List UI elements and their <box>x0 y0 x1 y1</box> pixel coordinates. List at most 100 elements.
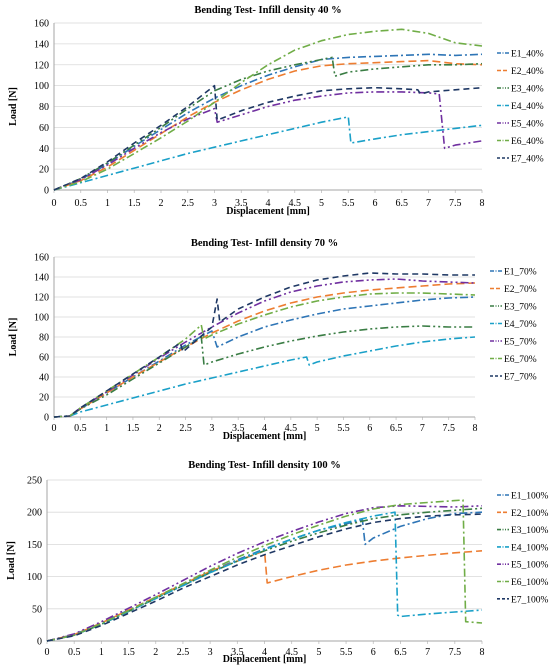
chart-title: Bending Test- Infill density 100 % <box>188 460 341 471</box>
y-tick-label: 20 <box>39 165 49 176</box>
x-tick-label: 3.5 <box>231 647 244 658</box>
y-tick-label: 150 <box>27 540 42 551</box>
y-tick-label: 80 <box>39 333 49 344</box>
series-line-e2 <box>53 282 476 418</box>
x-tick-label: 0.5 <box>75 198 88 209</box>
y-tick-label: 160 <box>34 19 49 30</box>
y-tick-label: 0 <box>44 413 49 424</box>
x-tick-label: 5.5 <box>337 423 350 434</box>
legend: E1_40% E2_40% E3_40% E4_40% E5_40% E6_40% E7_4… <box>497 50 544 165</box>
legend-label: E1_40% <box>511 50 544 60</box>
y-tick-label: 50 <box>32 604 42 615</box>
x-tick-label: 0 <box>45 647 50 658</box>
y-tick-label: 0 <box>37 637 42 648</box>
x-tick-label: 6.5 <box>396 198 409 209</box>
legend-label: E7_70% <box>504 373 537 383</box>
x-tick-label: 1 <box>105 198 110 209</box>
legend-label: E7_40% <box>511 155 544 165</box>
chart-2: Bending Test- Infill density 70 %0204060… <box>8 238 537 442</box>
legend-label: E5_100% <box>511 561 549 571</box>
y-tick-label: 40 <box>39 373 49 384</box>
x-axis-label: Displacement [mm] <box>223 431 307 442</box>
y-tick-label: 60 <box>39 353 49 364</box>
x-axis-label: Displacement [mm] <box>226 206 310 217</box>
x-tick-label: 1.5 <box>122 647 135 658</box>
x-tick-label: 5.5 <box>340 647 353 658</box>
y-tick-label: 80 <box>39 102 49 113</box>
y-tick-label: 140 <box>34 273 49 284</box>
x-tick-label: 4 <box>262 423 267 434</box>
x-tick-label: 2.5 <box>179 423 192 434</box>
legend-label: E5_70% <box>504 338 537 348</box>
series-line-e4 <box>53 336 476 418</box>
series-line-e2 <box>53 59 483 191</box>
legend-label: E4_100% <box>511 543 549 553</box>
x-tick-label: 4.5 <box>289 198 302 209</box>
x-tick-label: 2 <box>157 423 162 434</box>
series-line-e6 <box>46 499 483 642</box>
legend-label: E3_100% <box>511 526 549 536</box>
y-axis-label: Load [N] <box>6 541 17 580</box>
x-axis-label: Displacement [mm] <box>223 654 307 665</box>
series-line-e6 <box>53 292 476 418</box>
series-line-e1 <box>53 296 476 418</box>
x-tick-label: 1.5 <box>127 423 140 434</box>
x-tick-label: 6 <box>371 647 376 658</box>
x-tick-label: 3 <box>209 423 214 434</box>
series-line-e6 <box>53 28 483 191</box>
legend-label: E4_70% <box>504 320 537 330</box>
x-tick-label: 2.5 <box>182 198 195 209</box>
x-tick-label: 6.5 <box>394 647 407 658</box>
x-tick-label: 3 <box>212 198 217 209</box>
x-tick-label: 7 <box>425 647 430 658</box>
x-tick-label: 3 <box>208 647 213 658</box>
x-tick-label: 5.5 <box>342 198 355 209</box>
series-line-e3 <box>53 56 483 191</box>
series-line-e5 <box>53 278 476 418</box>
y-tick-label: 120 <box>34 293 49 304</box>
x-tick-label: 8 <box>480 647 485 658</box>
chart-3: Bending Test- Infill density 100 %050100… <box>6 460 549 665</box>
y-tick-label: 120 <box>34 60 49 71</box>
x-tick-label: 3.5 <box>232 423 245 434</box>
legend-label: E3_40% <box>511 85 544 95</box>
series-line-e7 <box>53 272 475 418</box>
x-tick-label: 4 <box>266 198 271 209</box>
y-tick-label: 100 <box>34 81 49 92</box>
x-tick-label: 7.5 <box>449 198 462 209</box>
legend-label: E6_70% <box>504 355 537 365</box>
legend-label: E6_100% <box>511 578 549 588</box>
x-tick-label: 2 <box>159 198 164 209</box>
chart-title: Bending Test- Infill density 70 % <box>191 238 338 249</box>
x-tick-label: 6 <box>373 198 378 209</box>
x-tick-label: 7 <box>420 423 425 434</box>
x-tick-label: 0 <box>52 423 57 434</box>
x-tick-label: 0.5 <box>68 647 81 658</box>
x-tick-label: 5 <box>319 198 324 209</box>
legend-label: E3_70% <box>504 303 537 313</box>
x-tick-label: 3.5 <box>235 198 248 209</box>
x-tick-label: 0.5 <box>74 423 87 434</box>
x-tick-label: 5 <box>316 647 321 658</box>
x-tick-label: 6.5 <box>390 423 403 434</box>
legend-label: E7_100% <box>511 595 549 605</box>
x-tick-label: 1.5 <box>128 198 141 209</box>
series-line-e5 <box>53 91 483 191</box>
chart-1: Bending Test- Infill density 40 %0204060… <box>8 5 544 217</box>
legend: E1_70% E2_70% E3_70% E4_70% E5_70% E6_70% E7_7… <box>490 268 537 383</box>
x-tick-label: 7.5 <box>442 423 455 434</box>
chart-title: Bending Test- Infill density 40 % <box>194 5 341 16</box>
x-tick-label: 7 <box>426 198 431 209</box>
legend-label: E2_40% <box>511 67 544 77</box>
x-tick-label: 2.5 <box>177 647 190 658</box>
y-tick-label: 40 <box>39 144 49 155</box>
x-tick-label: 4 <box>262 647 267 658</box>
series-line-e3 <box>46 507 483 642</box>
y-tick-label: 100 <box>27 572 42 583</box>
y-tick-label: 200 <box>27 508 42 519</box>
y-tick-label: 20 <box>39 393 49 404</box>
x-tick-label: 5 <box>315 423 320 434</box>
x-tick-label: 4.5 <box>285 423 298 434</box>
y-axis-label: Load [N] <box>8 318 19 357</box>
